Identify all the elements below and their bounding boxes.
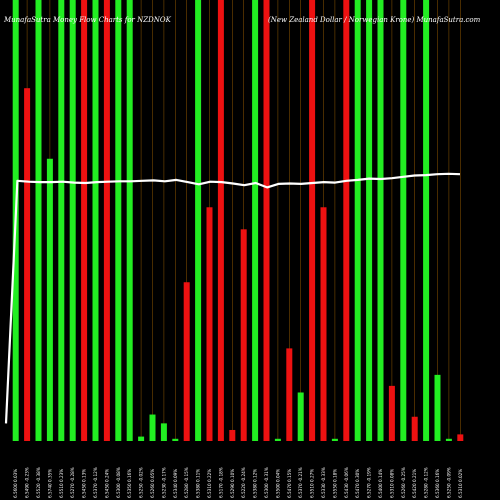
money-flow-line bbox=[4, 172, 461, 424]
x-tick-label: 6.5290 0.10% bbox=[230, 469, 235, 498]
bar-up bbox=[149, 414, 156, 441]
x-tick-label: 6.5470 0.15% bbox=[287, 469, 292, 498]
bar-up bbox=[252, 0, 259, 441]
x-tick-label: 6.5300 -0.31% bbox=[264, 467, 269, 498]
x-tick-label: 6.5380 0.12% bbox=[253, 469, 258, 498]
bar-up bbox=[138, 436, 145, 441]
x-tick-label: 6.5270 -0.19% bbox=[367, 467, 372, 498]
bar-up bbox=[297, 392, 304, 441]
bar-up bbox=[423, 0, 430, 441]
x-tick-label: 6.5230 -0.17% bbox=[161, 467, 166, 498]
bar-down bbox=[81, 0, 88, 441]
bar-up bbox=[115, 0, 122, 441]
x-tick-label: 6.5350 0.16% bbox=[127, 469, 132, 498]
x-tick-label: 6.5270 -0.28% bbox=[70, 467, 75, 498]
bar-up bbox=[58, 0, 65, 441]
x-tick-label: 6.5380 0.11% bbox=[196, 469, 201, 498]
bar-up bbox=[354, 0, 361, 441]
x-tick-label: 6.5510 0.27% bbox=[310, 469, 315, 498]
bar-up bbox=[400, 0, 407, 441]
chart-title-left: MunafaSutra Money Flow Charts for NZDNOK bbox=[3, 16, 172, 24]
chart-title-right: (New Zealand Dollar / Norwegian Krone) M… bbox=[268, 16, 481, 24]
x-tick-label: 6.5520 -0.38% bbox=[36, 467, 41, 498]
bar-up bbox=[377, 0, 384, 441]
x-tick-label: 6.5250 -0.02% bbox=[139, 467, 144, 498]
x-tick-label: 6.5740 0.35% bbox=[47, 469, 52, 498]
bar-down bbox=[309, 0, 316, 441]
bar-down bbox=[411, 416, 418, 441]
bar-up bbox=[69, 0, 76, 441]
bar-down bbox=[343, 0, 350, 441]
x-tick-label: 6.5260 -0.25% bbox=[401, 467, 406, 498]
x-tick-label: 6.5420 0.21% bbox=[412, 469, 417, 498]
bar-up bbox=[434, 374, 441, 441]
x-tick-label: 6.5310 0.22% bbox=[207, 469, 212, 498]
bar-down bbox=[240, 229, 247, 441]
x-tick-label: 6.5400 0.14% bbox=[378, 469, 383, 498]
x-tick-label: 6.5370 -0.12% bbox=[93, 467, 98, 498]
x-tick-labels: 6.5600 0.03% 6.5490 -0.23% 6.5520 -0.38% 6.… bbox=[13, 467, 463, 498]
x-tick-label: 6.5360 0.16% bbox=[435, 469, 440, 498]
x-tick-label: 6.5280 -0.15% bbox=[184, 467, 189, 498]
bar-up bbox=[331, 438, 338, 441]
bar-up bbox=[160, 423, 167, 441]
x-tick-label: 6.5170 -0.18% bbox=[218, 467, 223, 498]
bar-up bbox=[172, 438, 179, 441]
x-tick-label: 6.5310 0.02% bbox=[458, 469, 463, 498]
bar-up bbox=[195, 0, 202, 441]
x-tick-label: 6.5510 0.23% bbox=[59, 469, 64, 498]
bar-down bbox=[286, 348, 293, 441]
bar-down bbox=[388, 385, 395, 441]
x-tick-label: 6.5330 -0.33% bbox=[321, 467, 326, 498]
x-tick-label: 6.5370 -0.21% bbox=[298, 467, 303, 498]
bar-down bbox=[263, 0, 270, 441]
bar-up bbox=[366, 0, 373, 441]
x-tick-label: 6.5340 0.09% bbox=[173, 469, 178, 498]
x-tick-label: 6.5220 -0.24% bbox=[241, 467, 246, 498]
bar-down bbox=[217, 0, 224, 441]
bar-down bbox=[24, 88, 31, 441]
bar-down bbox=[183, 282, 190, 441]
bars bbox=[12, 0, 464, 441]
x-tick-label: 6.5430 -0.06% bbox=[344, 467, 349, 498]
bar-up bbox=[92, 0, 99, 441]
x-tick-label: 6.5450 0.13% bbox=[82, 469, 87, 498]
bar-down bbox=[206, 207, 213, 441]
bar-up bbox=[274, 438, 281, 441]
x-tick-label: 6.5470 0.30% bbox=[355, 469, 360, 498]
x-tick-label: 6.5310 0.08% bbox=[389, 469, 394, 498]
x-tick-label: 6.5500 0.04% bbox=[275, 469, 280, 498]
bar-up bbox=[46, 158, 53, 441]
x-tick-label: 6.5490 -0.23% bbox=[25, 467, 30, 498]
x-tick-label: 6.5280 -0.12% bbox=[424, 467, 429, 498]
x-tick-label: 6.5300 -0.08% bbox=[116, 467, 121, 498]
bar-down bbox=[457, 434, 464, 441]
bar-down bbox=[229, 429, 236, 441]
bar-down bbox=[320, 207, 327, 441]
x-tick-label: 6.5250 -0.09% bbox=[446, 467, 451, 498]
bar-up bbox=[445, 438, 452, 441]
x-tick-label: 6.5600 0.03% bbox=[13, 469, 18, 498]
x-tick-label: 6.5260 0.05% bbox=[150, 469, 155, 498]
x-tick-label: 6.5450 0.24% bbox=[104, 469, 109, 498]
bar-up bbox=[35, 0, 42, 441]
bar-down bbox=[103, 0, 110, 441]
bar-up bbox=[126, 0, 133, 441]
x-tick-label: 6.5550 0.18% bbox=[332, 469, 337, 498]
